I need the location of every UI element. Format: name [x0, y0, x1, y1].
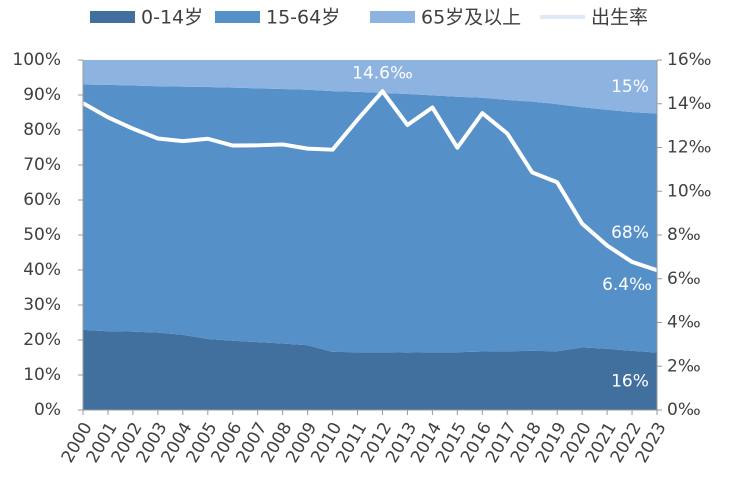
legend-swatch [370, 11, 415, 23]
legend-label: 0-14岁 [141, 7, 203, 29]
area [83, 329, 657, 410]
value-label: 14.6‰ [352, 63, 413, 83]
y-tick-label: 80% [23, 120, 61, 140]
y2-tick-label: 2‰ [667, 356, 701, 376]
legend-label: 65岁及以上 [421, 7, 521, 29]
y-tick-label: 70% [23, 155, 61, 175]
y2-tick-label: 0‰ [667, 400, 701, 420]
value-label: 16% [611, 371, 649, 391]
y-tick-label: 0% [34, 400, 61, 420]
y-tick-label: 100% [12, 50, 61, 70]
value-label: 68% [611, 223, 649, 243]
legend-label: 出生率 [591, 7, 648, 29]
y2-tick-label: 8‰ [667, 225, 701, 245]
legend-label: 15-64岁 [266, 7, 340, 29]
y2-tick-label: 12‰ [667, 138, 711, 158]
y-tick-label: 20% [23, 330, 61, 350]
area [83, 60, 657, 114]
y-tick-label: 60% [23, 190, 61, 210]
y2-tick-label: 4‰ [667, 313, 701, 333]
y2-tick-label: 10‰ [667, 181, 711, 201]
area [83, 84, 657, 353]
y-tick-label: 10% [23, 365, 61, 385]
value-label: 6.4‰ [602, 275, 652, 295]
legend-swatch [90, 11, 135, 23]
y-tick-label: 50% [23, 225, 61, 245]
y2-tick-label: 6‰ [667, 269, 701, 289]
y2-tick-label: 14‰ [667, 94, 711, 114]
y2-tick-label: 16‰ [667, 50, 711, 70]
y-tick-label: 40% [23, 260, 61, 280]
legend-swatch [215, 11, 260, 23]
value-label: 15% [611, 77, 649, 97]
y-tick-label: 30% [23, 295, 61, 315]
y-tick-label: 90% [23, 85, 61, 105]
line [82, 89, 658, 273]
